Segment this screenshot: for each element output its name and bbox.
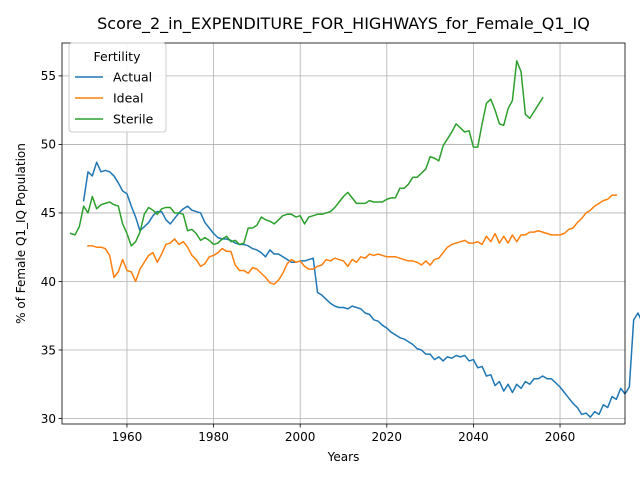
y-tick-label: 50 [41,138,56,152]
legend-label-sterile: Sterile [113,112,154,127]
y-axis-label: % of Female Q1_IQ Population [14,143,28,324]
series-line-actual [82,161,640,418]
legend-label-ideal: Ideal [113,91,143,106]
plot-frame [61,42,626,425]
series-line-ideal [87,194,618,285]
y-tick-label: 30 [41,412,56,426]
legend-label-actual: Actual [113,70,152,85]
chart-title: Score_2_in_EXPENDITURE_FOR_HIGHWAYS_for_… [97,14,590,34]
y-tick-label: 55 [41,69,56,83]
series-line-sterile [69,60,544,247]
legend-title: Fertility [94,49,142,64]
y-tick-label: 35 [41,343,56,357]
legend-box [68,42,167,133]
x-tick-label: 2000 [285,430,316,444]
x-tick-label: 2060 [545,430,576,444]
y-tick-label: 45 [41,206,56,220]
x-axis-label: Years [327,450,360,464]
series-group [69,60,640,418]
legend: Fertility Actual Ideal Sterile [68,42,167,133]
x-tick-label: 1980 [198,430,229,444]
x-tick-label: 2020 [372,430,403,444]
x-tick-label: 1960 [112,430,143,444]
ticks: 1960 1980 2000 2020 2040 2060 30 35 40 45 50 55 [41,69,576,444]
y-tick-label: 40 [41,275,56,289]
x-tick-label: 2040 [458,430,489,444]
